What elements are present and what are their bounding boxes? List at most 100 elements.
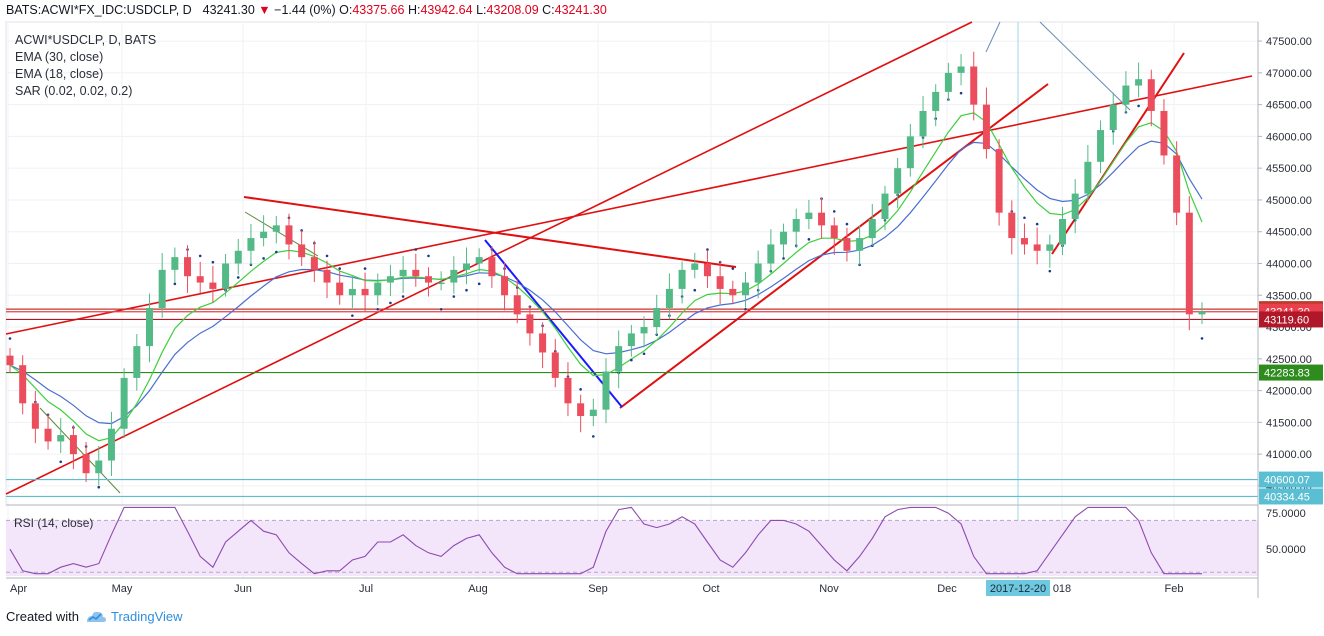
candle-body: [1020, 238, 1028, 245]
price-change: −1.44 (0%): [274, 3, 336, 17]
ema30-line: [9, 140, 1203, 425]
candle-body: [222, 263, 230, 289]
price-tag-box: [1259, 488, 1323, 505]
decline-line: [484, 239, 623, 408]
rsi-band: [6, 520, 1258, 576]
low-label: L:: [476, 3, 487, 17]
sar-dot: [1200, 337, 1204, 340]
candle-body: [982, 104, 990, 150]
sar-dot: [845, 222, 849, 226]
candle-body: [539, 333, 547, 353]
sar-dot: [389, 301, 392, 305]
green-diag-line-2: [39, 407, 121, 494]
x-tick-label: Jul: [359, 583, 373, 595]
candle-body: [805, 212, 813, 220]
candle-body: [551, 352, 559, 378]
rsi-label[interactable]: RSI (14, close): [14, 516, 94, 530]
candle-body: [944, 72, 952, 92]
candle-body: [82, 454, 90, 474]
y-tick-label: 42500.00: [1266, 354, 1312, 366]
grid: [5, 21, 1259, 578]
price-tag-label: 43119.60: [1264, 314, 1309, 326]
sar-dot: [427, 254, 430, 258]
tradingview-brand[interactable]: TradingView: [110, 609, 183, 624]
candle-body: [716, 276, 724, 289]
candle-body: [501, 276, 509, 296]
symbol-label: BATS:ACWI*FX_IDC:USDCLP, D: [6, 3, 192, 17]
candle-body: [184, 257, 192, 277]
legend-ema18[interactable]: EMA (18, close): [15, 67, 104, 81]
x-tick-label: Jun: [234, 583, 252, 595]
candle-body: [665, 288, 673, 308]
candle-body: [6, 355, 14, 366]
x-tick-label: Oct: [702, 583, 719, 595]
candle-body: [1147, 79, 1155, 111]
tradingview-link[interactable]: TradingView: [85, 608, 183, 626]
sar-dot: [630, 358, 633, 362]
x-tick-label: 018: [1053, 583, 1071, 595]
sar-dot: [401, 295, 405, 298]
legend-sar[interactable]: SAR (0.02, 0.02, 0.2): [15, 84, 133, 98]
candle-body: [95, 460, 103, 474]
candle-body: [1033, 244, 1041, 251]
candle-body: [589, 409, 597, 417]
rsi-pane: [6, 506, 1258, 576]
candle-body: [881, 193, 889, 220]
candle-body: [1008, 212, 1016, 239]
sar-dot: [236, 276, 240, 279]
sar-dot: [1048, 269, 1052, 273]
axes: 47500.00 47000.00 46500.00 46000.00 45500.00…: [6, 22, 1312, 598]
candle-body: [386, 276, 394, 283]
candle-body: [1185, 212, 1193, 315]
x-tick-label: Aug: [468, 583, 488, 595]
candle-body: [1173, 155, 1181, 213]
y-tick-label: 47500.00: [1266, 36, 1312, 48]
candle-body: [107, 428, 115, 461]
candle-body: [247, 238, 255, 251]
down-triangle-icon: ▼: [258, 3, 271, 17]
highlight-date-box: [986, 580, 1050, 596]
candle-body: [348, 288, 356, 296]
legend-symbol[interactable]: ACWI*USDCLP, D, BATS: [15, 33, 157, 47]
sar-dot: [1035, 222, 1039, 226]
y-tick-label: 42000.00: [1266, 386, 1312, 398]
candle-body: [1097, 130, 1105, 162]
x-tick-label: Apr: [10, 583, 27, 595]
candle-body: [856, 238, 864, 251]
candle-body: [653, 307, 661, 328]
candle-body: [818, 212, 826, 226]
price-tag-label: 42283.83: [1264, 368, 1310, 380]
candle-body: [323, 269, 331, 283]
footer: Created with TradingView: [6, 608, 183, 626]
candle-body: [843, 238, 851, 251]
price-tag-label: 40600.07: [1264, 475, 1310, 487]
rsi-line: [9, 506, 1202, 575]
sar-dot: [414, 248, 418, 251]
sar-dot: [592, 435, 595, 438]
last-price: 43241.30: [202, 3, 255, 17]
sar-dot: [959, 91, 963, 95]
sar-dot: [8, 337, 12, 340]
candle-body: [868, 219, 876, 239]
sar-dot: [274, 250, 278, 254]
candle-body: [1046, 244, 1054, 251]
tradingview-logo-icon: [86, 611, 106, 622]
sar-dot: [173, 282, 177, 286]
candle-body: [19, 365, 27, 404]
highlight-date-label: 2017-12-20: [990, 583, 1046, 595]
sar-dot: [465, 288, 468, 292]
candle-body: [285, 225, 293, 245]
candle-body: [158, 269, 166, 308]
candle-body: [932, 91, 940, 111]
close-label: C:: [542, 3, 555, 17]
candle-body: [919, 110, 927, 137]
candle-body: [450, 269, 458, 283]
legend-ema30[interactable]: EMA (30, close): [15, 50, 104, 64]
sar-dot: [338, 267, 342, 270]
candle-body: [780, 231, 788, 245]
candle-body: [741, 282, 749, 296]
sar-dot: [706, 248, 709, 251]
green-diag-line: [244, 211, 319, 257]
candle-body: [399, 269, 407, 277]
